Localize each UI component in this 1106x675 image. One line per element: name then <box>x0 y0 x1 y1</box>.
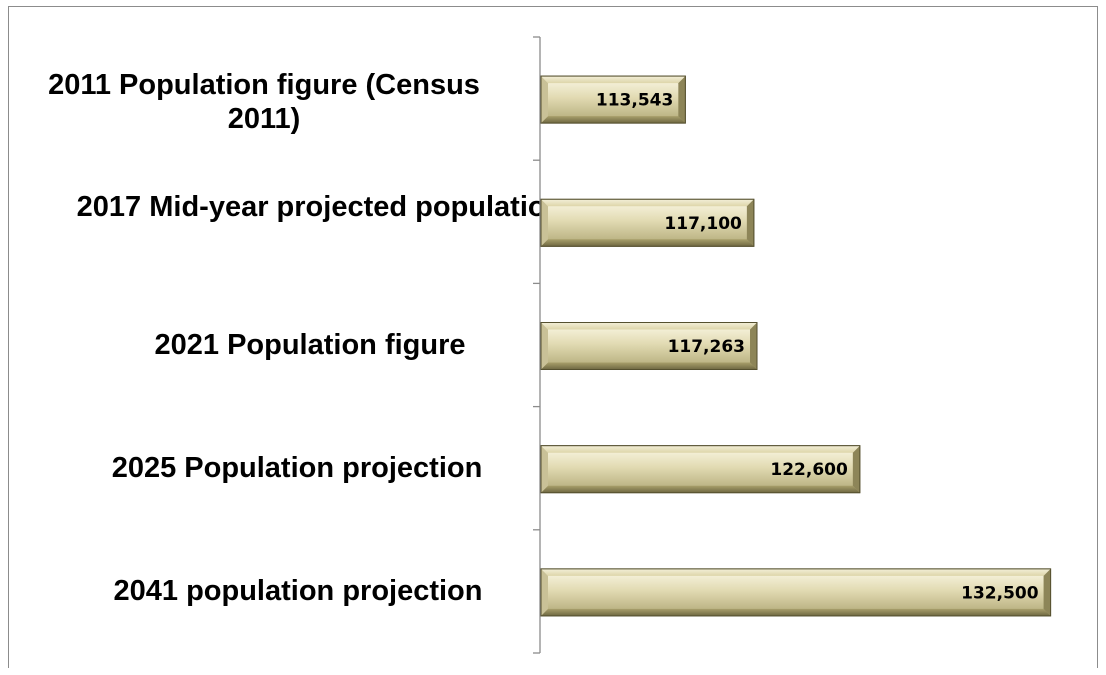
data-label-2: 117,263 <box>668 337 745 357</box>
bar-4 <box>540 568 1052 617</box>
data-label-3: 122,600 <box>770 460 848 480</box>
data-label-1: 117,100 <box>664 214 742 234</box>
data-label-0: 113,543 <box>596 91 673 111</box>
category-label-2011: 2011 Population figure (Census 2011) <box>48 69 480 135</box>
bar-1 <box>540 198 755 247</box>
data-label-4: 132,500 <box>961 583 1039 603</box>
bar-0 <box>540 75 686 124</box>
category-label-2021: 2021 Population figure <box>154 329 466 361</box>
chart-frame <box>8 6 1098 668</box>
bar-3 <box>540 445 861 494</box>
bar-2 <box>540 322 758 370</box>
category-label-2025: 2025 Population projection <box>111 452 483 484</box>
category-label-2017: 2017 Mid-year projected population <box>76 191 564 223</box>
category-label-2041: 2041 population projection <box>113 575 483 607</box>
